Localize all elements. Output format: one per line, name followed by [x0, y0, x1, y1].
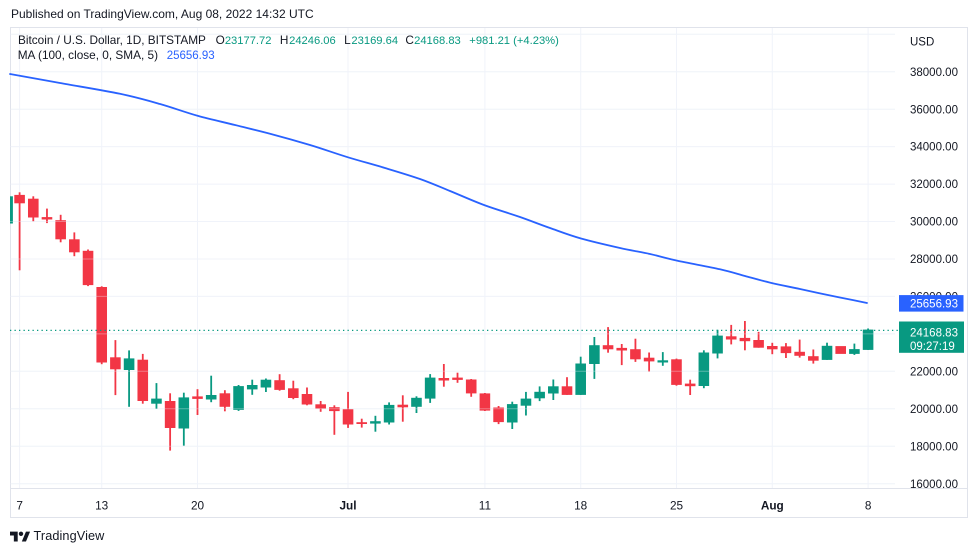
- svg-text:USD: USD: [910, 37, 934, 49]
- svg-text:30000.00: 30000.00: [910, 217, 958, 229]
- svg-text:22000.00: 22000.00: [910, 366, 958, 378]
- svg-text:24168.83: 24168.83: [910, 328, 958, 340]
- svg-text:Jul: Jul: [339, 499, 356, 513]
- svg-text:11: 11: [479, 499, 491, 513]
- svg-text:16000.00: 16000.00: [910, 479, 958, 491]
- svg-text:20000.00: 20000.00: [910, 404, 958, 416]
- svg-text:13: 13: [95, 499, 109, 513]
- svg-text:09:27:19: 09:27:19: [910, 341, 955, 353]
- svg-text:18: 18: [574, 499, 588, 513]
- svg-text:20: 20: [191, 499, 205, 513]
- svg-text:Aug: Aug: [761, 499, 784, 513]
- svg-text:TradingView: TradingView: [34, 529, 106, 543]
- svg-text:38000.00: 38000.00: [910, 67, 958, 79]
- svg-text:36000.00: 36000.00: [910, 104, 958, 116]
- svg-text:32000.00: 32000.00: [910, 179, 958, 191]
- svg-text:25: 25: [670, 499, 684, 513]
- svg-text:18000.00: 18000.00: [910, 441, 958, 453]
- svg-text:25656.93: 25656.93: [910, 299, 958, 311]
- svg-text:28000.00: 28000.00: [910, 254, 958, 266]
- svg-text:34000.00: 34000.00: [910, 142, 958, 154]
- svg-text:8: 8: [865, 499, 872, 513]
- svg-text:7: 7: [16, 499, 23, 513]
